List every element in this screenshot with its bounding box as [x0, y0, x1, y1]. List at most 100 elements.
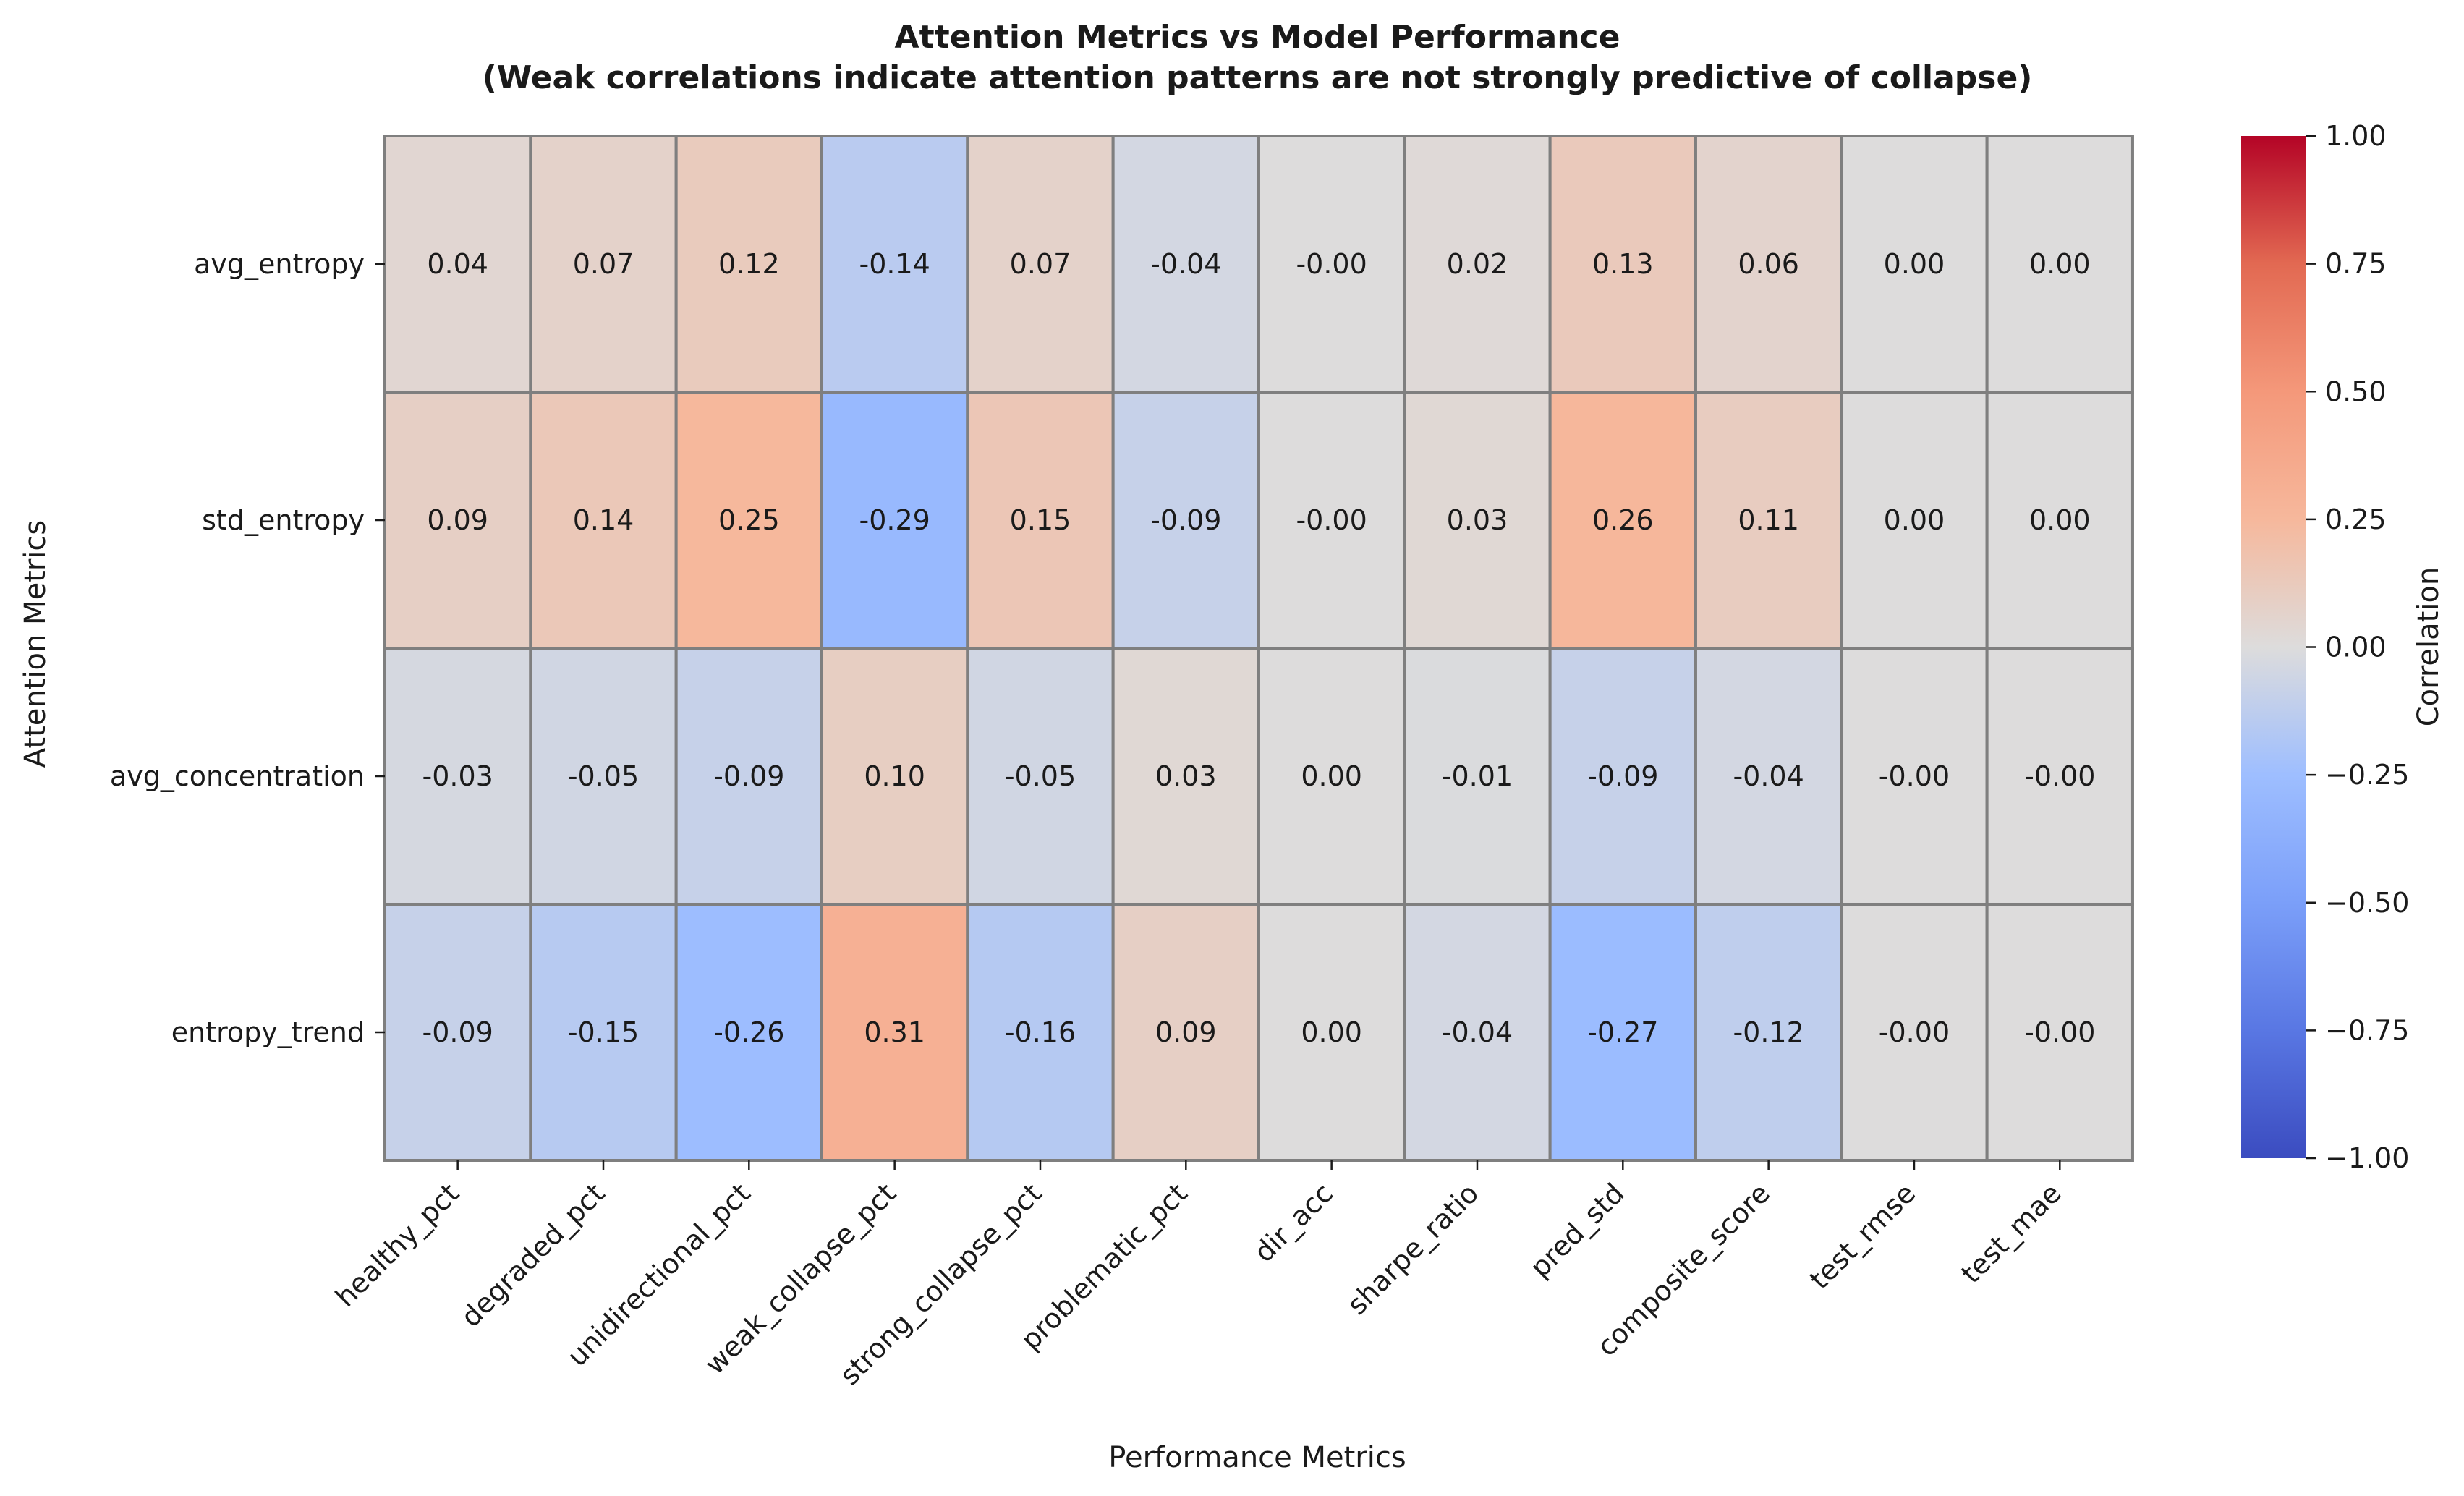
- heatmap-cell-std_entropy-problematic_pct: [1111, 391, 1260, 650]
- cell-value-entropy_trend-healthy_pct: -0.09: [422, 1016, 493, 1048]
- cell-value-avg_concentration-weak_collapse_pct: 0.10: [864, 760, 925, 792]
- heatmap-cell-entropy_trend-pred_std: [1548, 903, 1697, 1162]
- colorbar-tick-label: −0.50: [2325, 887, 2409, 919]
- cell-value-std_entropy-problematic_pct: -0.09: [1150, 504, 1221, 536]
- cell-value-avg_concentration-pred_std: -0.09: [1587, 760, 1658, 792]
- cell-value-std_entropy-unidirectional_pct: 0.25: [718, 504, 780, 536]
- cell-value-avg_entropy-degraded_pct: 0.07: [573, 248, 634, 280]
- cell-value-avg_entropy-strong_collapse_pct: 0.07: [1010, 248, 1071, 280]
- cell-value-avg_entropy-healthy_pct: 0.04: [427, 248, 488, 280]
- colorbar-tick-label: −1.00: [2325, 1142, 2409, 1174]
- cell-value-avg_concentration-test_mae: -0.00: [2024, 760, 2095, 792]
- colorbar-ticks: 1.00 0.75 0.50 0.25 0.00 −0.25 −0.50 −0.75 −1.00: [2306, 120, 2409, 1174]
- heatmap-cell-entropy_trend-unidirectional_pct: [674, 903, 823, 1162]
- colorbar-tick-label: −0.25: [2325, 759, 2409, 791]
- heatmap-cell-std_entropy-weak_collapse_pct: [820, 391, 969, 650]
- cell-value-std_entropy-sharpe_ratio: 0.03: [1447, 504, 1508, 536]
- cell-value-avg_concentration-test_rmse: -0.00: [1879, 760, 1950, 792]
- heatmap-cell-entropy_trend-composite_score: [1694, 903, 1843, 1162]
- heatmap-cell-avg_entropy-healthy_pct: [383, 135, 532, 394]
- x-axis-label: Performance Metrics: [1108, 1441, 1406, 1474]
- cell-value-entropy_trend-problematic_pct: 0.09: [1155, 1016, 1217, 1048]
- heatmap-cell-avg_entropy-unidirectional_pct: [674, 135, 823, 394]
- heatmap-cell-std_entropy-pred_std: [1548, 391, 1697, 650]
- cell-value-avg_entropy-weak_collapse_pct: -0.14: [859, 248, 930, 280]
- y-axis-label: Attention Metrics: [19, 520, 52, 768]
- cell-value-avg_entropy-unidirectional_pct: 0.12: [718, 248, 780, 280]
- heatmap-cell-avg_concentration-test_mae: [1985, 647, 2134, 906]
- colorbar-tick-label: 0.25: [2325, 503, 2387, 535]
- heatmap-cell-avg_entropy-test_mae: [1985, 135, 2134, 394]
- x-tick-label-test_mae: test_mae: [1955, 1177, 2067, 1289]
- colorbar-tick-label: 0.50: [2325, 375, 2387, 407]
- y-tick-label-std_entropy: std_entropy: [202, 504, 365, 536]
- y-tick-labels: avg_entropy std_entropy avg_concentratione…: [110, 248, 385, 1048]
- heatmap-cell-std_entropy-sharpe_ratio: [1403, 391, 1552, 650]
- heatmap-cell-avg_entropy-weak_collapse_pct: [820, 135, 969, 394]
- cell-value-avg_entropy-problematic_pct: -0.04: [1150, 248, 1221, 280]
- cell-value-avg_concentration-dir_acc: 0.00: [1301, 760, 1362, 792]
- heatmap-cell-labels: 0.04 0.07 0.12 -0.14 0.07 -0.04 -0.00 0.02 0.13 0…: [422, 248, 2096, 1048]
- cell-value-std_entropy-strong_collapse_pct: 0.15: [1010, 504, 1071, 536]
- heatmap-cell-avg_concentration-healthy_pct: [383, 647, 532, 906]
- chart-title: Attention Metrics vs Model Performance: [895, 19, 1620, 56]
- colorbar-label: Correlation: [2412, 567, 2445, 727]
- cell-value-entropy_trend-test_mae: -0.00: [2024, 1016, 2095, 1048]
- heatmap-cell-std_entropy-degraded_pct: [529, 391, 678, 650]
- colorbar-tick-label: 1.00: [2325, 120, 2387, 152]
- x-tick-label-dir_acc: dir_acc: [1248, 1177, 1339, 1268]
- cell-value-std_entropy-composite_score: 0.11: [1738, 504, 1799, 536]
- cell-value-std_entropy-pred_std: 0.26: [1592, 504, 1654, 536]
- cell-value-std_entropy-dir_acc: -0.00: [1296, 504, 1367, 536]
- heatmap-cell-avg_concentration-strong_collapse_pct: [966, 647, 1115, 906]
- heatmap-cell-avg_entropy-problematic_pct: [1111, 135, 1260, 394]
- cell-value-avg_entropy-dir_acc: -0.00: [1296, 248, 1367, 280]
- cell-value-entropy_trend-dir_acc: 0.00: [1301, 1016, 1362, 1048]
- cell-value-avg_entropy-pred_std: 0.13: [1592, 248, 1654, 280]
- cell-value-entropy_trend-strong_collapse_pct: -0.16: [1005, 1016, 1076, 1048]
- cell-value-avg_concentration-degraded_pct: -0.05: [568, 760, 639, 792]
- cell-value-avg_concentration-healthy_pct: -0.03: [422, 760, 493, 792]
- x-tick-label-test_rmse: test_rmse: [1804, 1177, 1921, 1295]
- cell-value-entropy_trend-unidirectional_pct: -0.26: [713, 1016, 784, 1048]
- cell-value-std_entropy-degraded_pct: 0.14: [573, 504, 634, 536]
- heatmap-cell-entropy_trend-test_rmse: [1840, 903, 1989, 1162]
- colorbar-tick-label: −0.75: [2325, 1014, 2409, 1046]
- y-tick-label-entropy_trend: entropy_trend: [171, 1016, 365, 1048]
- x-tick-label-pred_std: pred_std: [1524, 1177, 1630, 1283]
- cell-value-avg_entropy-composite_score: 0.06: [1738, 248, 1799, 280]
- cell-value-entropy_trend-degraded_pct: -0.15: [568, 1016, 639, 1048]
- x-tick-label-healthy_pct: healthy_pct: [329, 1177, 465, 1313]
- cell-value-entropy_trend-pred_std: -0.27: [1587, 1016, 1658, 1048]
- colorbar: [2241, 136, 2306, 1158]
- heatmap-cell-std_entropy-composite_score: [1694, 391, 1843, 650]
- cell-value-std_entropy-healthy_pct: 0.09: [427, 504, 488, 536]
- cell-value-avg_entropy-test_rmse: 0.00: [1884, 248, 1945, 280]
- cell-value-avg_concentration-sharpe_ratio: -0.01: [1442, 760, 1513, 792]
- heatmap-cell-entropy_trend-test_mae: [1985, 903, 2134, 1162]
- heatmap-cell-avg_concentration-unidirectional_pct: [674, 647, 823, 906]
- heatmap-cell-std_entropy-test_mae: [1985, 391, 2134, 650]
- cell-value-entropy_trend-weak_collapse_pct: 0.31: [864, 1016, 925, 1048]
- y-tick-label-avg_entropy: avg_entropy: [194, 248, 365, 280]
- y-tick-label-avg_concentration: avg_concentration: [110, 760, 365, 792]
- cell-value-entropy_trend-composite_score: -0.12: [1733, 1016, 1804, 1048]
- cell-value-entropy_trend-sharpe_ratio: -0.04: [1442, 1016, 1513, 1048]
- heatmap-cell-avg_concentration-weak_collapse_pct: [820, 647, 969, 906]
- heatmap-cell-entropy_trend-degraded_pct: [529, 903, 678, 1162]
- heatmap-cell-entropy_trend-healthy_pct: [383, 903, 532, 1162]
- cell-value-avg_concentration-strong_collapse_pct: -0.05: [1005, 760, 1076, 792]
- heatmap-cell-avg_entropy-sharpe_ratio: [1403, 135, 1552, 394]
- cell-value-avg_concentration-problematic_pct: 0.03: [1155, 760, 1217, 792]
- x-tick-label-sharpe_ratio: sharpe_ratio: [1341, 1177, 1485, 1321]
- cell-value-avg_entropy-sharpe_ratio: 0.02: [1447, 248, 1508, 280]
- heatmap-cell-entropy_trend-weak_collapse_pct: [820, 903, 969, 1162]
- heatmap-cell-avg_entropy-composite_score: [1694, 135, 1843, 394]
- cell-value-avg_concentration-unidirectional_pct: -0.09: [713, 760, 784, 792]
- heatmap-cell-std_entropy-strong_collapse_pct: [966, 391, 1115, 650]
- heatmap-cells: [383, 135, 2134, 1162]
- heatmap-cell-std_entropy-dir_acc: [1257, 391, 1406, 650]
- heatmap-cell-std_entropy-test_rmse: [1840, 391, 1989, 650]
- heatmap-cell-entropy_trend-dir_acc: [1257, 903, 1406, 1162]
